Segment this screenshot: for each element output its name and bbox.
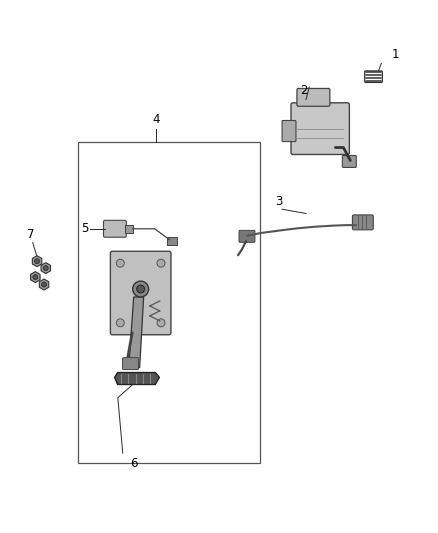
Circle shape [137,285,145,293]
Bar [125,225,133,233]
Circle shape [35,259,39,264]
Polygon shape [41,263,50,273]
Circle shape [157,259,165,267]
Circle shape [43,265,48,271]
FancyBboxPatch shape [353,215,373,230]
Bar [166,237,177,245]
Text: 3: 3 [275,195,282,208]
Circle shape [133,281,148,297]
FancyBboxPatch shape [110,251,171,335]
Polygon shape [39,279,49,290]
FancyBboxPatch shape [297,88,330,106]
Text: 1: 1 [392,49,399,61]
Polygon shape [129,297,144,368]
Polygon shape [32,256,42,266]
FancyBboxPatch shape [123,358,138,369]
Text: 7: 7 [27,228,35,241]
Circle shape [33,274,38,280]
Text: 5: 5 [81,222,88,235]
Polygon shape [115,373,159,384]
Circle shape [157,319,165,327]
Text: 6: 6 [131,457,138,471]
FancyBboxPatch shape [291,103,350,155]
Polygon shape [31,272,40,282]
Circle shape [42,282,46,287]
Text: 4: 4 [152,113,159,126]
Circle shape [117,259,124,267]
Bar [78,142,260,463]
FancyBboxPatch shape [282,120,296,142]
Circle shape [117,319,124,327]
FancyBboxPatch shape [239,230,255,243]
Text: 2: 2 [300,84,307,97]
FancyBboxPatch shape [343,156,356,167]
FancyBboxPatch shape [103,220,126,237]
